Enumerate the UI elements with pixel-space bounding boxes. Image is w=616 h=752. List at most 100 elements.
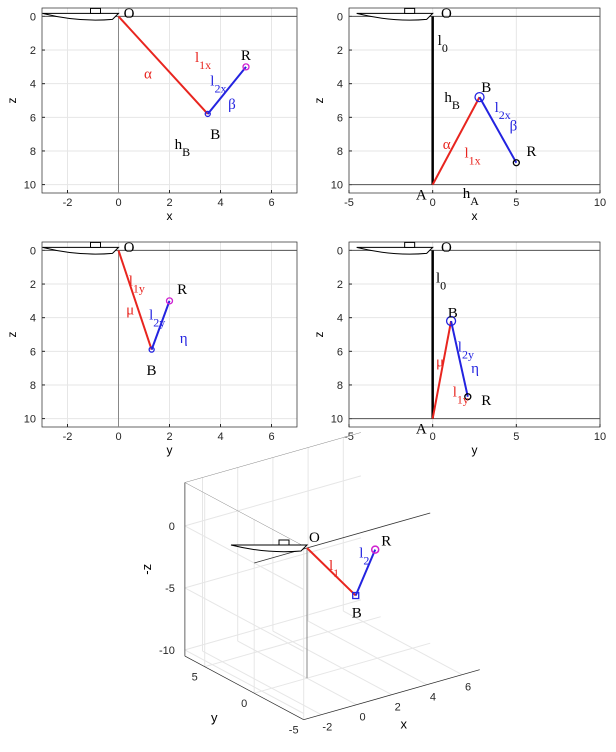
y-tick-label: 2 [30,279,36,291]
annotation: O [309,530,320,546]
x-tick-label: 6 [268,431,274,443]
annotation: B [210,127,220,143]
y-tick-label: 6 [337,112,343,124]
y-tick-label: 0 [30,11,36,23]
annotation-text: B [352,606,362,622]
annotation-text: R [526,144,536,160]
annotation: R [241,48,251,64]
y-tick-label: 8 [337,380,343,392]
y-axis-label: y [211,710,218,725]
grid-line [308,621,427,685]
annotation-subscript: A [470,194,479,208]
annotation-text: η [471,361,479,377]
y-tick-label: -5 [289,725,299,737]
x-tick-label: 0 [359,712,365,724]
annotation-text: R [241,48,251,64]
annotation-text: O [441,240,452,256]
y-tick-label: 4 [30,313,36,325]
annotation-text: O [124,6,135,22]
y-tick-label: 6 [30,346,36,358]
annotation-subscript: 1 [333,566,339,580]
z-axis-label: -z [139,564,154,575]
x-tick-label: 6 [268,197,274,209]
annotation: B [352,606,362,622]
annotation-subscript: 1x [199,58,211,72]
x-tick-label: 2 [166,431,172,443]
annotation: B [481,80,491,96]
annotation-subscript: B [452,98,460,112]
annotation-subscript: 2x [214,81,226,95]
annotation: μ [436,354,444,370]
annotation: β [228,97,236,113]
y-tick-label: 0 [337,245,343,257]
annotation: A [416,422,427,438]
x-tick-label: -2 [322,722,332,734]
annotation-text: α [443,137,451,153]
y-tick-label: 4 [30,79,36,91]
x-tick-label: 10 [594,431,606,443]
y-tick-label: 10 [24,180,36,192]
annotation: O [124,6,135,22]
x-axis-label: x [400,717,407,732]
x-axis-label: y [167,443,173,457]
y-tick-label: 5 [192,672,198,684]
y-tick-label: 4 [337,313,343,325]
y-tick-label: 0 [30,245,36,257]
x-tick-label: 2 [395,702,401,714]
y-tick-label: 0 [241,698,247,710]
annotation: η [471,361,479,377]
x-tick-label: -5 [344,197,354,209]
annotation: μ [126,302,134,318]
annotation-text: B [448,306,458,322]
y-tick-label: 2 [30,45,36,57]
y-axis-label: z [312,332,326,338]
annotation-text: μ [436,354,444,370]
annotation-subscript: B [182,145,190,159]
z-tick-label: 0 [169,521,175,533]
grid-line [205,617,381,667]
ship-tower [405,8,415,13]
grid-line [273,631,392,695]
ship-tower [279,540,289,545]
y-tick-label: 10 [331,414,343,426]
annotation: O [441,240,452,256]
x-tick-label: 5 [513,431,519,443]
y-tick-label: 10 [24,414,36,426]
ship-tower [91,242,101,247]
y-tick-label: 6 [337,346,343,358]
annotation: R [177,282,187,298]
y-axis-label: z [5,98,19,104]
x-tick-label: 0 [430,431,436,443]
y-axis-label: z [5,332,19,338]
annotation-subscript: 1y [457,393,469,407]
grid-line [238,641,357,705]
annotation-text: β [228,97,236,113]
annotation: O [124,240,135,256]
x-tick-label: 0 [115,197,121,209]
x-tick-label: -2 [63,197,73,209]
x-tick-label: 4 [217,197,223,209]
annotation-subscript: 2y [462,347,474,361]
y-tick-label: 2 [337,45,343,57]
annotation-subscript: 1x [469,154,481,168]
annotation: B [448,306,458,322]
annotation: R [381,534,391,550]
ship-tower [405,242,415,247]
annotation-text: O [124,240,135,256]
x-tick-label: 6 [465,682,471,694]
annotation-text: R [177,282,187,298]
z-tick-label: -5 [165,583,175,595]
annotation-subscript: 2y [153,315,165,329]
y-tick-label: 8 [30,380,36,392]
grid-line [254,643,430,693]
y-tick-label: 4 [337,79,343,91]
ship-tower [91,8,101,13]
annotation-subscript: 2 [363,554,369,568]
surface-line [254,513,430,563]
x-tick-label: 4 [430,692,436,704]
annotation-text: R [481,393,491,409]
annotation-text: α [144,67,152,83]
x-tick-label: -2 [63,431,73,443]
y-tick-label: 8 [337,146,343,158]
x-tick-label: 4 [217,431,223,443]
